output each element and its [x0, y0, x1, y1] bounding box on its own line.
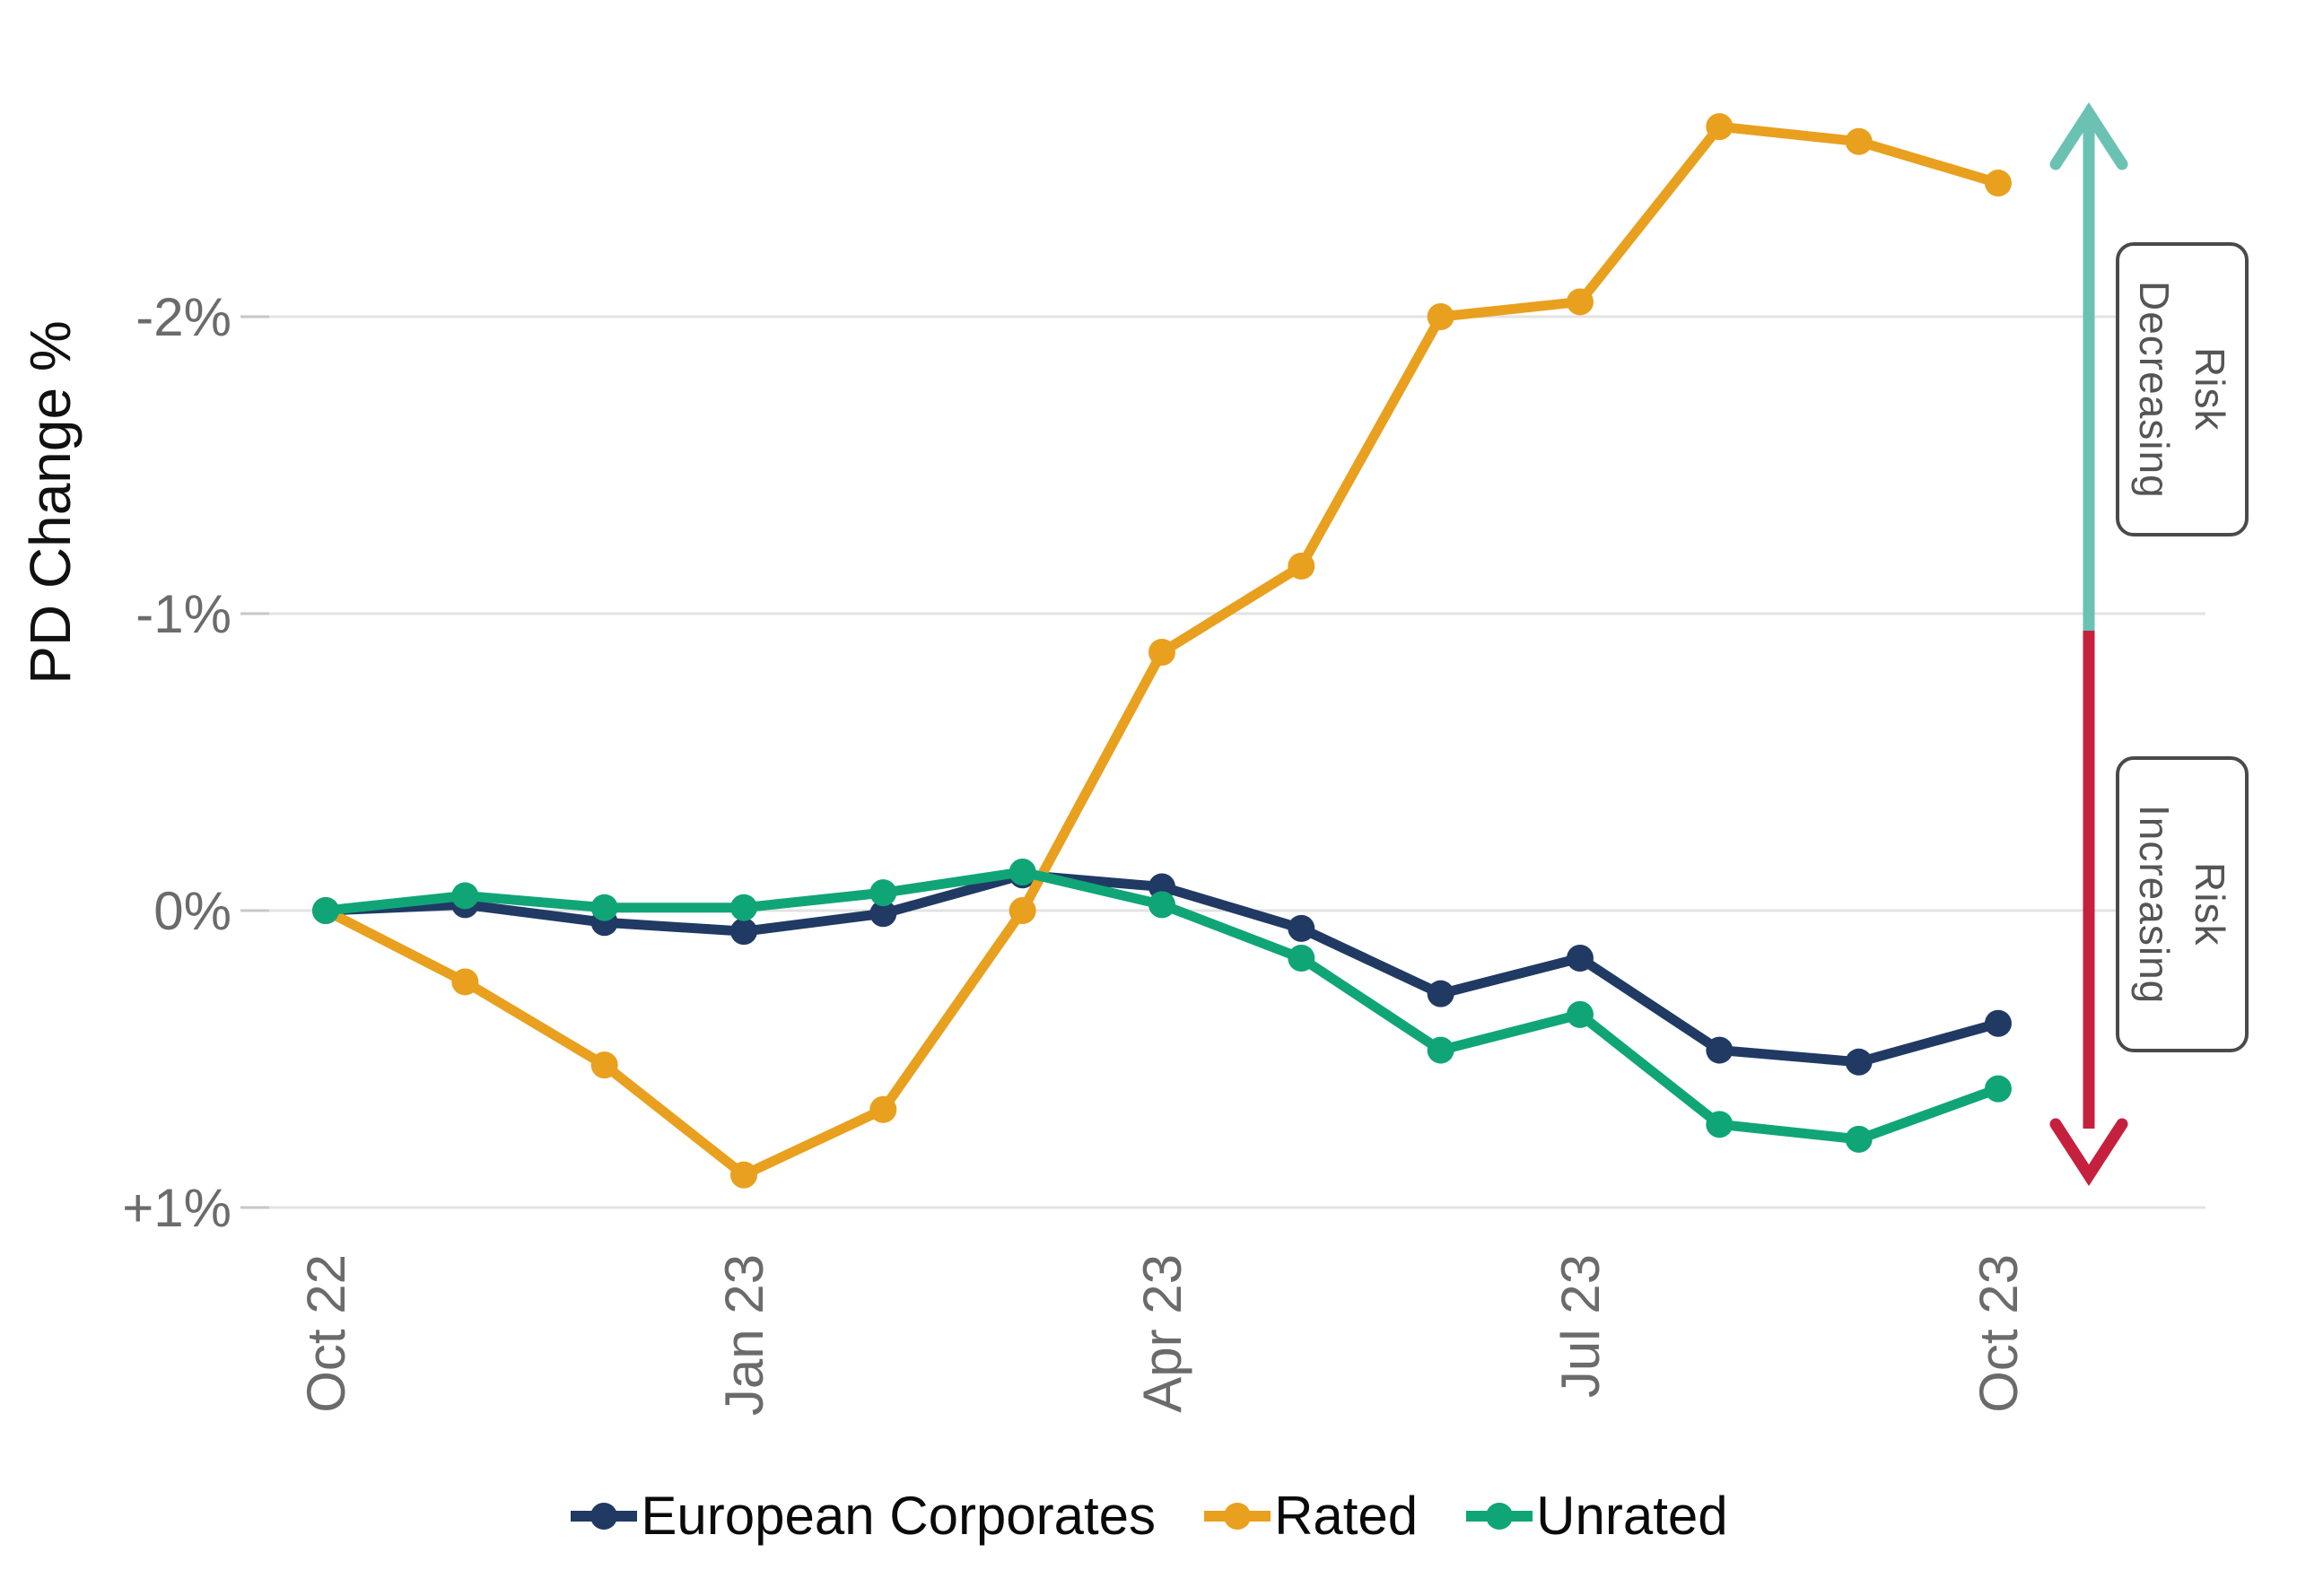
data-point — [1288, 944, 1315, 972]
up-arrowhead-icon — [2049, 102, 2128, 170]
data-point — [1706, 113, 1734, 141]
legend-label: Rated — [1274, 1486, 1419, 1546]
y-axis-tick-label: +1% — [122, 1178, 231, 1238]
data-point — [869, 900, 897, 928]
data-point — [729, 894, 757, 921]
risk-decreasing-line1: Risk — [2187, 347, 2234, 432]
data-point — [1845, 1048, 1873, 1076]
data-point — [1427, 1036, 1454, 1064]
legend-label: European Corporates — [641, 1486, 1157, 1546]
data-point — [1845, 1125, 1873, 1153]
data-point — [1148, 639, 1175, 667]
y-axis-title: PD Change % — [18, 320, 83, 685]
legend-item-european-corporates: European Corporates — [569, 1485, 1156, 1547]
data-point — [1984, 1009, 2012, 1037]
data-point — [1984, 170, 2012, 197]
data-point — [1984, 1075, 2012, 1103]
data-point — [590, 894, 618, 921]
data-point — [1009, 858, 1036, 885]
data-point — [1148, 891, 1175, 919]
data-point — [1566, 944, 1594, 972]
data-point — [590, 1051, 618, 1079]
data-point — [451, 968, 479, 996]
legend-item-rated: Rated — [1202, 1485, 1418, 1547]
risk-decreasing-label-box: Risk Decreasing — [2116, 242, 2249, 536]
legend-item-unrated: Unrated — [1464, 1485, 1728, 1547]
data-point — [729, 1161, 757, 1189]
data-point — [1427, 980, 1454, 1007]
data-point — [1566, 288, 1594, 316]
data-point — [869, 1095, 897, 1123]
data-point — [1288, 914, 1315, 942]
y-axis-tick-label: 0% — [153, 881, 231, 941]
legend-label: Unrated — [1536, 1486, 1728, 1546]
x-axis-tick-label: Jan 23 — [714, 1254, 774, 1416]
legend-marker-icon — [1466, 1502, 1533, 1530]
data-point — [1566, 1000, 1594, 1028]
risk-increasing-line2: Increasing — [2131, 804, 2178, 1005]
data-point — [1427, 303, 1454, 330]
data-point — [1009, 897, 1036, 924]
data-point — [1706, 1111, 1734, 1138]
x-axis-tick-label: Apr 23 — [1132, 1254, 1192, 1413]
risk-increasing-line1: Risk — [2187, 862, 2234, 946]
data-point — [451, 882, 479, 910]
data-point — [729, 918, 757, 946]
data-point — [869, 879, 897, 907]
x-axis-tick-label: Oct 23 — [1969, 1254, 2029, 1413]
risk-increasing-label-box: Risk Increasing — [2116, 756, 2249, 1052]
data-point — [1845, 127, 1873, 155]
legend-marker-icon — [571, 1502, 638, 1530]
legend-marker-icon — [1204, 1502, 1271, 1530]
chart-legend: European Corporates Rated Unrated — [0, 1485, 2297, 1547]
x-axis-tick-label: Oct 22 — [296, 1254, 356, 1413]
y-axis-tick-label: -1% — [135, 584, 231, 644]
data-point — [1706, 1036, 1734, 1064]
y-axis-tick-label: -2% — [135, 287, 231, 347]
risk-decreasing-line2: Decreasing — [2131, 280, 2178, 499]
down-arrowhead-icon — [2049, 1118, 2128, 1186]
data-point — [312, 897, 339, 924]
x-axis-tick-label: Jul 23 — [1550, 1254, 1611, 1398]
data-point — [1288, 553, 1315, 580]
